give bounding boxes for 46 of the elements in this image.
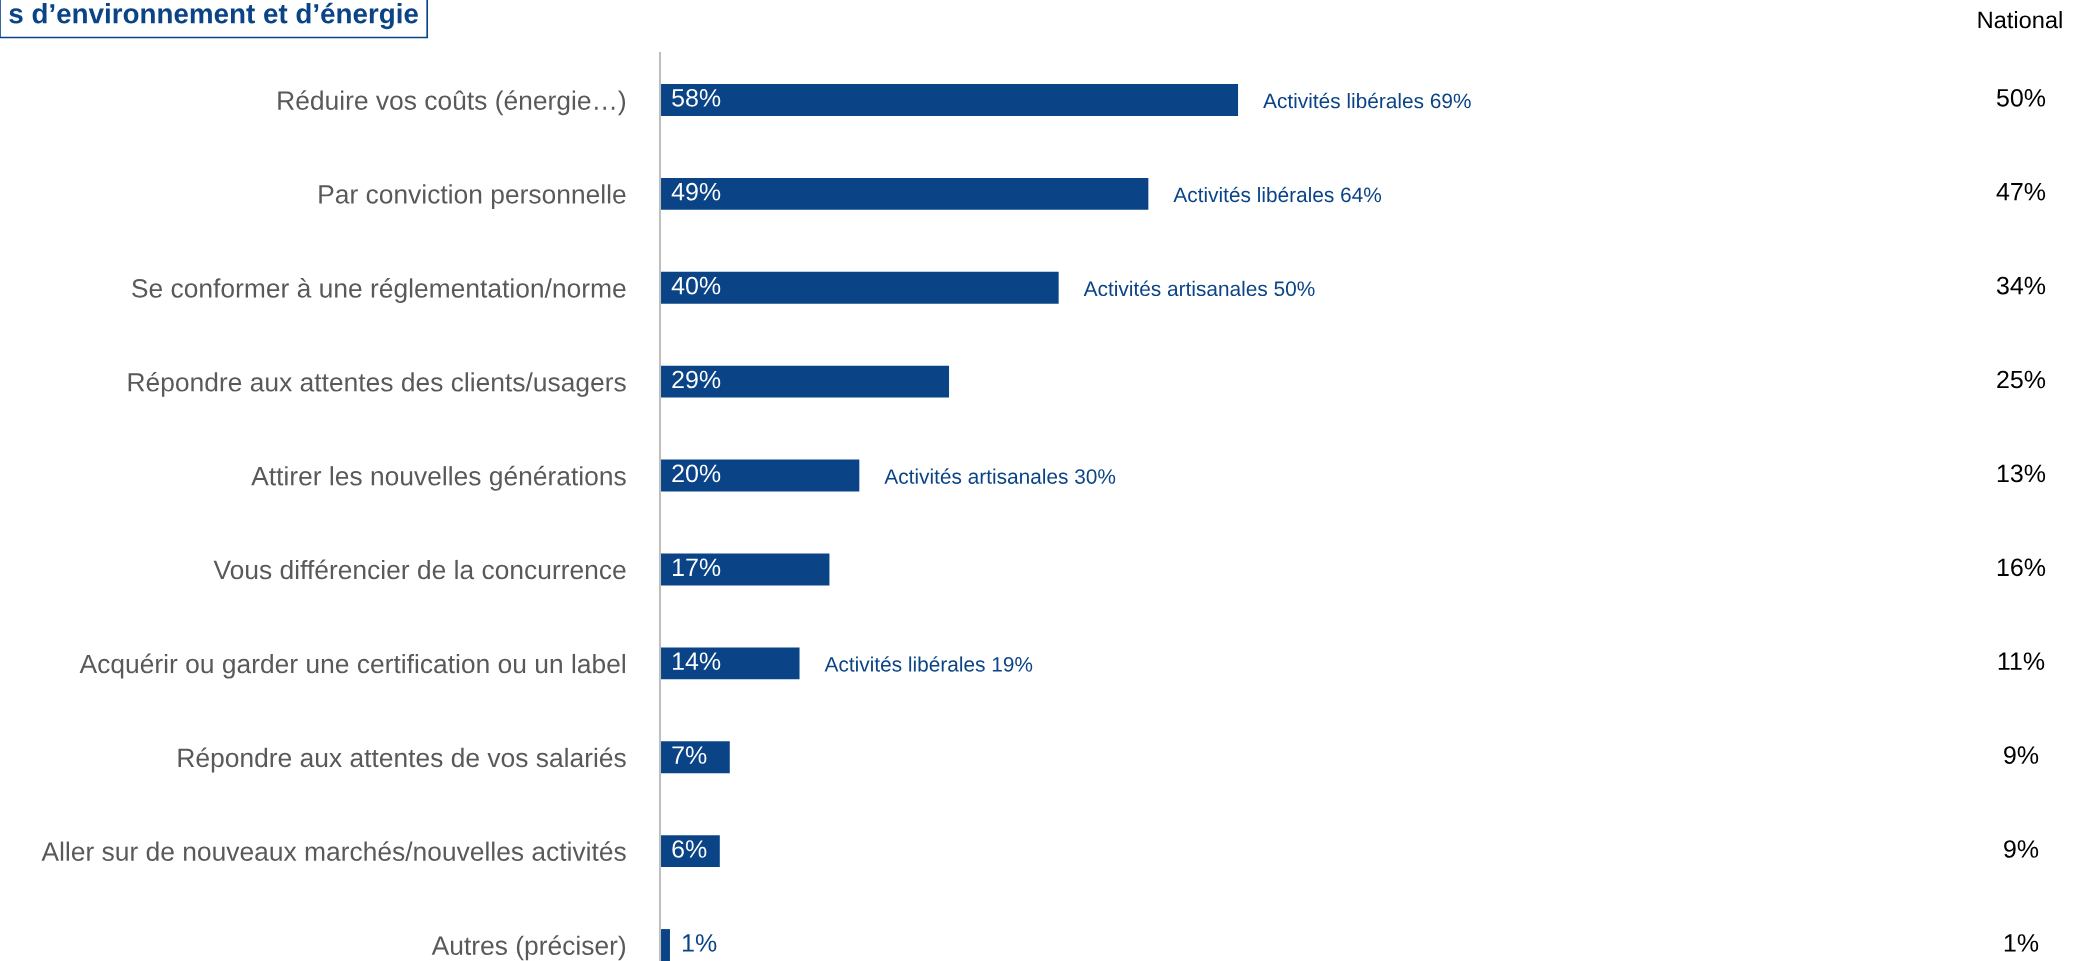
- data-label: 29%: [672, 370, 721, 389]
- text: 11%: [1998, 652, 2045, 670]
- data-label: 40%: [671, 276, 721, 295]
- text: 50%: [1996, 88, 2046, 107]
- text: 9%: [2004, 746, 2039, 764]
- bar: [660, 647, 800, 680]
- bar: [660, 929, 670, 961]
- bar: [660, 741, 730, 774]
- y-tick-label: Attirer les nouvelles générations: [251, 465, 626, 491]
- bar: [660, 459, 860, 492]
- y-tick-label: Par conviction personnelle: [319, 184, 626, 209]
- text: National: [1978, 11, 2062, 29]
- data-label: 14%: [673, 652, 721, 670]
- text: 1%: [2004, 934, 2039, 952]
- data-label: 7%: [672, 746, 707, 764]
- data-label: 6%: [672, 840, 707, 858]
- bar: [660, 177, 1149, 210]
- text: 16%: [1997, 558, 2046, 577]
- y-tick-label: Acquérir ou garder une certification ou un label: [79, 653, 625, 679]
- annotation: Activités libérales 19%: [824, 656, 1033, 672]
- y-tick-label: Répondre aux attentes des clients/usagers: [128, 371, 626, 397]
- bar: [660, 553, 830, 586]
- annotation: Activités libérales 69%: [1263, 92, 1471, 109]
- data-label: 58%: [672, 88, 721, 107]
- y-tick-label: Autres (préciser): [431, 935, 626, 961]
- text: 47%: [1996, 182, 2046, 201]
- bar: [660, 365, 950, 398]
- data-label: 49%: [671, 182, 721, 201]
- text: 34%: [1996, 276, 2046, 295]
- text: s d’environnement et d’énergie: [9, 2, 418, 30]
- bar: [660, 83, 1239, 116]
- y-tick-label: Vous différencier de la concurrence: [213, 559, 626, 580]
- y-tick-label: Répondre aux attentes de vos salariés: [178, 747, 626, 773]
- y-tick-label: Réduire vos coûts (énergie…): [278, 90, 626, 116]
- bar: [660, 271, 1059, 304]
- data-label: 1%: [682, 934, 717, 952]
- text: 13%: [1997, 464, 2046, 483]
- text: 9%: [2004, 840, 2039, 858]
- y-tick-label: Se conformer à une réglementation/norme: [132, 278, 626, 303]
- data-label: 20%: [672, 464, 721, 483]
- annotation: Activités artisanales 30%: [884, 468, 1116, 484]
- data-label: 17%: [673, 558, 721, 577]
- text: 25%: [1997, 370, 2046, 389]
- y-tick-label: Aller sur de nouveaux marchés/nouvelles activités: [41, 841, 626, 861]
- annotation: Activités artisanales 50%: [1083, 280, 1315, 297]
- annotation: Activités libérales 64%: [1173, 186, 1382, 203]
